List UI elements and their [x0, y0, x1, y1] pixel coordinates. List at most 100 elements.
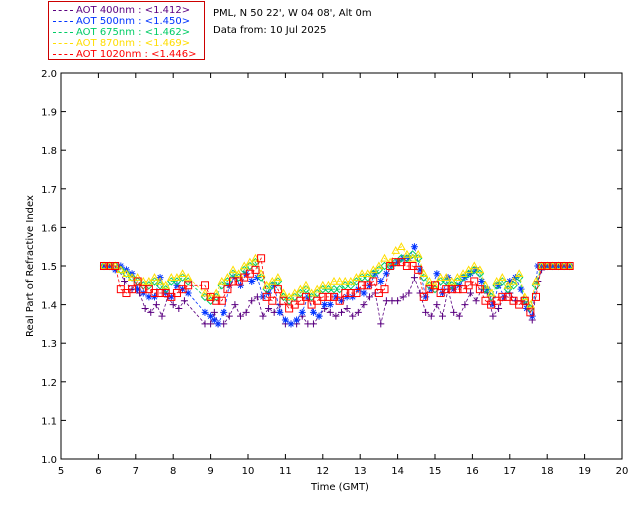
data-point — [309, 320, 317, 328]
data-point — [391, 246, 401, 254]
data-point — [349, 312, 357, 320]
data-point — [461, 301, 469, 309]
legend-swatch — [53, 9, 73, 11]
data-point — [338, 308, 345, 316]
data-point — [245, 257, 255, 266]
data-point — [441, 273, 451, 281]
x-tick-label: 16 — [466, 466, 479, 477]
y-tick-label: 1.7 — [41, 185, 57, 196]
legend-item-1020nm: AOT 1020nm : <1.446> — [53, 49, 196, 60]
data-point — [358, 281, 367, 290]
data-point — [301, 292, 310, 301]
data-point — [374, 261, 384, 270]
data-point — [469, 261, 479, 270]
data-point — [447, 276, 457, 285]
data-point — [453, 285, 462, 294]
y-tick-label: 1.0 — [41, 455, 57, 466]
data-point — [566, 262, 574, 270]
data-point — [436, 273, 445, 281]
data-point — [442, 285, 451, 294]
site-info: PML, N 50 22', W 04 08', Alt 0m — [213, 8, 372, 19]
data-point — [413, 249, 423, 258]
y-tick-label: 1.2 — [41, 378, 57, 389]
data-point — [340, 276, 350, 285]
data-point — [548, 262, 557, 270]
data-point — [394, 297, 402, 305]
data-point — [352, 289, 361, 298]
data-point — [324, 280, 333, 289]
data-point — [458, 269, 468, 278]
series-line — [104, 256, 570, 314]
x-tick-label: 20 — [616, 466, 629, 477]
data-point — [360, 289, 368, 297]
data-point — [207, 312, 215, 320]
data-point — [111, 262, 120, 270]
data-point — [405, 254, 413, 262]
data-point — [514, 269, 524, 278]
data-point — [486, 288, 496, 297]
data-point — [276, 308, 284, 316]
data-point — [427, 312, 435, 320]
data-point — [259, 312, 267, 320]
data-point — [455, 312, 463, 320]
data-point — [402, 249, 412, 258]
data-point — [478, 277, 486, 285]
data-point — [472, 297, 480, 305]
data-point — [497, 273, 507, 281]
data-point — [220, 308, 228, 316]
data-point — [408, 250, 417, 259]
data-point — [257, 254, 266, 263]
data-point — [520, 296, 529, 305]
legend-label: AOT 1020nm : <1.446> — [76, 49, 197, 60]
data-point — [180, 297, 188, 305]
legend: AOT 400nm : <1.412> AOT 500nm : <1.450> … — [48, 1, 205, 60]
data-point — [201, 308, 209, 316]
y-tick-label: 1.4 — [41, 301, 57, 312]
y-tick-label: 1.8 — [41, 146, 57, 157]
data-point — [234, 269, 243, 278]
data-point — [368, 265, 378, 274]
data-point — [225, 312, 233, 320]
data-point — [475, 265, 485, 274]
data-point — [332, 312, 340, 320]
data-point — [161, 280, 171, 289]
data-point — [184, 281, 193, 290]
y-tick-label: 1.9 — [41, 108, 57, 119]
data-point — [210, 316, 218, 324]
data-point — [206, 292, 215, 301]
series-line — [104, 246, 570, 306]
legend-label: AOT 400nm : <1.412> — [76, 5, 191, 16]
data-point — [141, 304, 149, 312]
data-point — [290, 288, 300, 297]
data-point — [354, 308, 362, 316]
data-point — [335, 296, 344, 305]
data-point — [467, 289, 475, 297]
data-point — [223, 285, 232, 294]
data-point — [453, 273, 462, 281]
x-tick-label: 12 — [316, 466, 329, 477]
data-point — [470, 277, 479, 286]
data-point — [172, 273, 182, 281]
data-point — [231, 301, 239, 309]
data-point — [121, 277, 129, 285]
data-point — [318, 292, 327, 301]
x-tick-label: 11 — [279, 466, 292, 477]
data-point — [301, 280, 311, 289]
data-point — [267, 276, 277, 285]
data-point — [560, 262, 569, 270]
data-point — [211, 288, 221, 297]
data-point — [495, 281, 503, 289]
data-point — [127, 273, 137, 281]
data-point — [242, 308, 250, 316]
data-point — [200, 288, 210, 297]
data-point — [380, 285, 389, 294]
data-point — [265, 304, 273, 312]
data-markers — [99, 242, 574, 328]
data-point — [324, 292, 333, 301]
legend-label: AOT 870nm : <1.469> — [76, 38, 191, 49]
data-point — [363, 269, 373, 278]
data-point — [239, 261, 249, 270]
data-point — [419, 292, 428, 301]
data-point — [382, 270, 390, 278]
data-point — [287, 320, 295, 328]
